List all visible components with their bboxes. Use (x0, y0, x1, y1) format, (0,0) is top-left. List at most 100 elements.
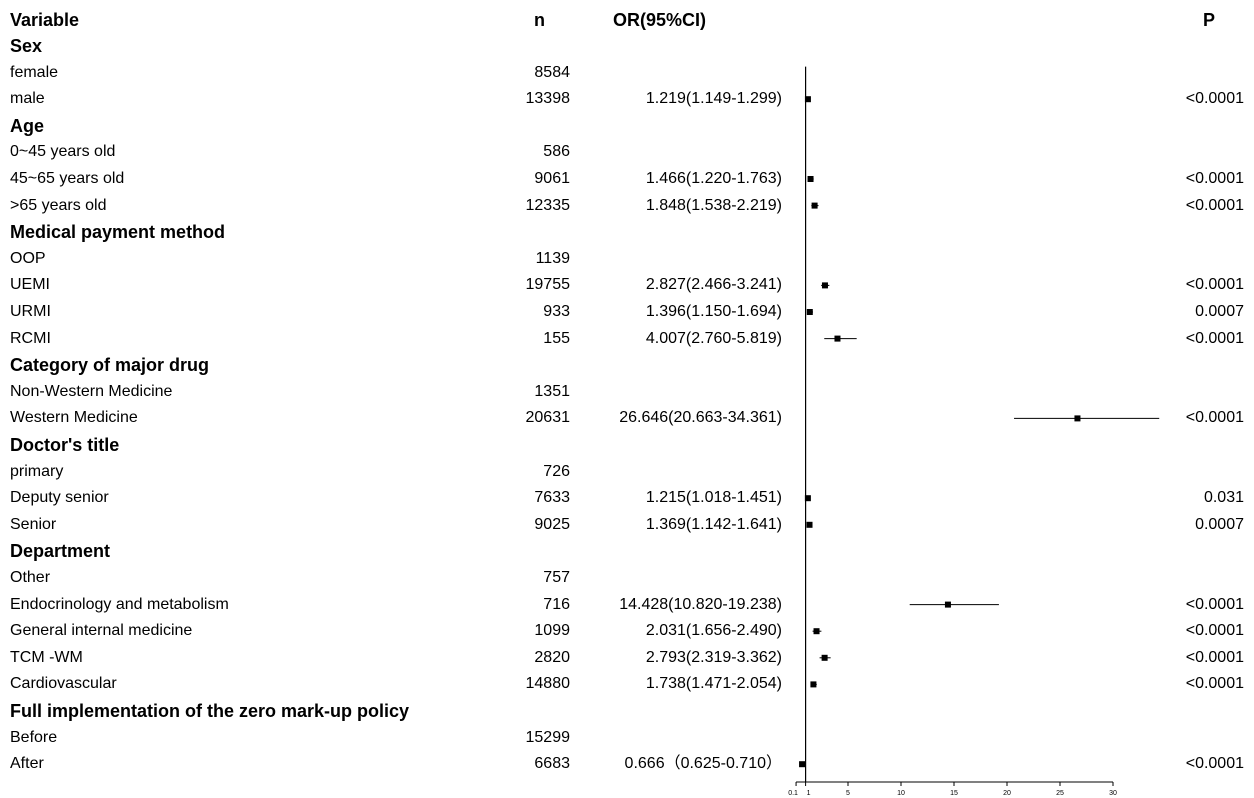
x-tick-label: 0.1 (788, 790, 798, 797)
header-p: P (1203, 10, 1216, 30)
group-label: Department (10, 541, 111, 562)
row-n: 15299 (525, 728, 571, 746)
row-n: 757 (543, 569, 570, 586)
row-n: 933 (543, 303, 570, 320)
row-p-value: <0.0001 (1185, 170, 1244, 187)
or-point (944, 601, 951, 608)
row-label: >65 years old (10, 196, 107, 214)
row-p-value: <0.0001 (1185, 329, 1244, 347)
row-n: 20631 (525, 409, 571, 427)
row-label: 0~45 years old (10, 143, 116, 161)
row-label: male (10, 90, 45, 108)
row-or-ci: 4.007(2.760-5.819) (645, 329, 782, 347)
row-label: URMI (10, 303, 51, 320)
row-label: Endocrinology and metabolism (10, 595, 229, 613)
or-point (811, 202, 818, 209)
row-n: 716 (543, 595, 570, 613)
row-label: primary (10, 462, 64, 480)
row-n: 1351 (534, 382, 570, 400)
row-or-ci: 1.848(1.538-2.219) (645, 196, 782, 214)
row-or-ci: 14.428(10.820-19.238) (619, 595, 782, 613)
or-point (813, 628, 820, 635)
row-n: 1139 (535, 249, 570, 267)
row-n: 19755 (525, 276, 571, 294)
group-label: Sex (10, 36, 43, 56)
or-point (821, 654, 828, 661)
or-point (834, 335, 841, 342)
row-label: RCMI (10, 329, 51, 347)
row-n: 9025 (534, 515, 570, 533)
row-p-value: <0.0001 (1185, 196, 1244, 214)
group-label: Category of major drug (10, 355, 210, 376)
group-label: Full implementation of the zero mark-up … (10, 701, 410, 721)
row-p-value: 0.031 (1203, 489, 1244, 507)
row-label: Senior (10, 515, 57, 533)
or-point (804, 96, 811, 103)
row-label: 45~65 years old (10, 170, 125, 187)
row-or-ci: 1.466(1.220-1.763) (645, 170, 782, 187)
row-p-value: <0.0001 (1185, 622, 1244, 640)
or-point (804, 495, 811, 502)
row-p-value: <0.0001 (1185, 675, 1244, 693)
or-point (810, 681, 817, 688)
row-n: 2820 (534, 648, 570, 666)
row-label: UEMI (10, 276, 50, 294)
row-or-ci: 2.827(2.466-3.241) (645, 276, 782, 294)
row-n: 6683 (534, 755, 570, 773)
row-n: 9061 (534, 170, 570, 187)
row-or-ci: 1.215(1.018-1.451) (645, 489, 782, 507)
row-or-ci: 2.031(1.656-2.490) (645, 622, 782, 640)
forest-marks (799, 96, 1160, 768)
row-p-value: <0.0001 (1185, 595, 1244, 613)
group-label: Medical payment method (10, 222, 226, 243)
row-label: Before (10, 728, 58, 746)
row-p-value: <0.0001 (1185, 90, 1244, 108)
row-label: Non-Western Medicine (10, 382, 173, 400)
row-n: 8584 (534, 63, 570, 81)
row-p-value: 0.0007 (1195, 303, 1244, 320)
row-n: 1099 (534, 622, 570, 640)
row-label: After (10, 755, 44, 773)
header-variable: Variable (10, 10, 80, 30)
row-p-value: <0.0001 (1185, 276, 1244, 294)
x-tick-label: 1 (807, 790, 811, 797)
x-tick-label: 25 (1056, 790, 1064, 797)
row-label: Cardiovascular (10, 675, 117, 693)
or-point (807, 176, 814, 182)
or-point (806, 521, 813, 528)
row-label: Western Medicine (10, 409, 138, 427)
row-or-ci: 0.666（0.625-0.710） (624, 755, 782, 773)
row-n: 7633 (534, 489, 570, 507)
row-n: 155 (543, 329, 570, 347)
row-n: 586 (543, 143, 570, 161)
group-label: Age (10, 115, 45, 136)
x-tick-label: 20 (1003, 790, 1011, 797)
row-label: female (10, 63, 59, 81)
x-tick-label: 15 (950, 790, 958, 797)
or-point (799, 761, 806, 768)
row-or-ci: 1.219(1.149-1.299) (645, 90, 782, 108)
row-or-ci: 26.646(20.663-34.361) (619, 409, 782, 427)
or-point (1074, 415, 1081, 422)
row-p-value: 0.0007 (1195, 515, 1244, 533)
x-tick-label: 30 (1109, 790, 1117, 797)
row-p-value: <0.0001 (1185, 648, 1244, 666)
row-n: 13398 (525, 90, 571, 108)
header-n: n (534, 10, 545, 30)
row-label: Other (10, 569, 51, 586)
row-label: Deputy senior (10, 489, 109, 507)
row-n: 12335 (525, 196, 571, 214)
row-or-ci: 2.793(2.319-3.362) (645, 648, 782, 666)
row-label: General internal medicine (10, 622, 193, 640)
row-p-value: <0.0001 (1185, 755, 1244, 773)
row-label: OOP (10, 249, 46, 267)
x-tick-label: 10 (897, 790, 905, 797)
header-or: OR(95%CI) (613, 10, 707, 30)
or-point (806, 309, 813, 315)
row-p-value: <0.0001 (1185, 409, 1244, 427)
row-or-ci: 1.369(1.142-1.641) (645, 515, 782, 533)
or-point (821, 282, 828, 289)
row-n: 726 (543, 462, 570, 480)
row-or-ci: 1.738(1.471-2.054) (645, 675, 782, 693)
